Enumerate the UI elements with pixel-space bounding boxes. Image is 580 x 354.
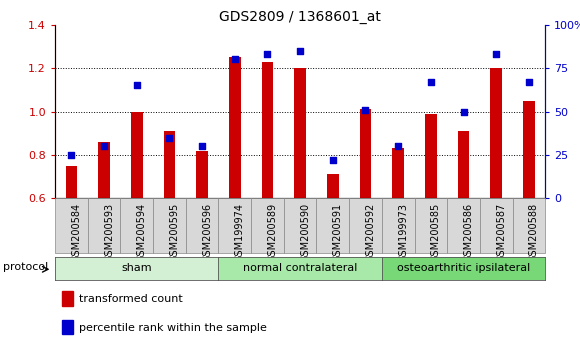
Bar: [447, 198, 480, 253]
Point: [132, 82, 142, 88]
Bar: [131, 112, 143, 198]
Text: GSM200584: GSM200584: [71, 202, 81, 262]
Text: GSM200587: GSM200587: [496, 202, 506, 262]
Bar: [382, 198, 415, 253]
Bar: [197, 150, 208, 198]
Bar: [480, 198, 513, 253]
Point: [263, 51, 272, 57]
Bar: [66, 166, 77, 198]
Bar: [491, 68, 502, 198]
Text: GSM200595: GSM200595: [169, 202, 179, 262]
Bar: [186, 198, 219, 253]
Bar: [63, 320, 73, 334]
Bar: [121, 198, 153, 253]
Bar: [251, 198, 284, 253]
Point: [393, 143, 403, 149]
Text: GSM199974: GSM199974: [235, 202, 245, 262]
Text: GSM200596: GSM200596: [202, 202, 212, 262]
Bar: [523, 101, 535, 198]
Bar: [99, 142, 110, 198]
Point: [426, 79, 436, 85]
Bar: [393, 148, 404, 198]
Text: percentile rank within the sample: percentile rank within the sample: [79, 322, 266, 333]
Point: [165, 135, 174, 140]
Point: [67, 152, 76, 158]
Bar: [360, 109, 371, 198]
Point: [459, 109, 468, 114]
Bar: [219, 198, 251, 253]
Text: GSM199973: GSM199973: [398, 202, 408, 262]
Bar: [349, 198, 382, 253]
Point: [328, 157, 338, 163]
Point: [230, 57, 240, 62]
Bar: [513, 198, 545, 253]
Bar: [55, 198, 88, 253]
Bar: [415, 198, 447, 253]
Bar: [262, 62, 273, 198]
Text: GSM200585: GSM200585: [431, 202, 441, 262]
Bar: [88, 198, 121, 253]
Bar: [327, 175, 339, 198]
Text: GSM200588: GSM200588: [529, 202, 539, 262]
Text: GSM200586: GSM200586: [463, 202, 473, 262]
Bar: [63, 291, 73, 306]
Bar: [229, 57, 241, 198]
Text: osteoarthritic ipsilateral: osteoarthritic ipsilateral: [397, 263, 530, 273]
Point: [197, 143, 206, 149]
Text: protocol: protocol: [3, 262, 48, 272]
Text: GSM200594: GSM200594: [137, 202, 147, 262]
Bar: [295, 68, 306, 198]
Text: sham: sham: [121, 263, 152, 273]
Text: GSM200589: GSM200589: [267, 202, 277, 262]
Point: [524, 79, 534, 85]
Point: [295, 48, 305, 53]
Bar: [164, 131, 175, 198]
Text: GSM200590: GSM200590: [300, 202, 310, 262]
Text: transformed count: transformed count: [79, 294, 182, 304]
Bar: [284, 198, 317, 253]
Text: GSM200593: GSM200593: [104, 202, 114, 262]
Bar: [425, 114, 437, 198]
Bar: [458, 131, 469, 198]
Point: [491, 51, 501, 57]
Title: GDS2809 / 1368601_at: GDS2809 / 1368601_at: [219, 10, 381, 24]
Bar: [153, 198, 186, 253]
Point: [99, 143, 108, 149]
Text: GSM200592: GSM200592: [365, 202, 375, 262]
Text: normal contralateral: normal contralateral: [243, 263, 357, 273]
Text: GSM200591: GSM200591: [333, 202, 343, 262]
Point: [361, 107, 370, 113]
Bar: [317, 198, 349, 253]
